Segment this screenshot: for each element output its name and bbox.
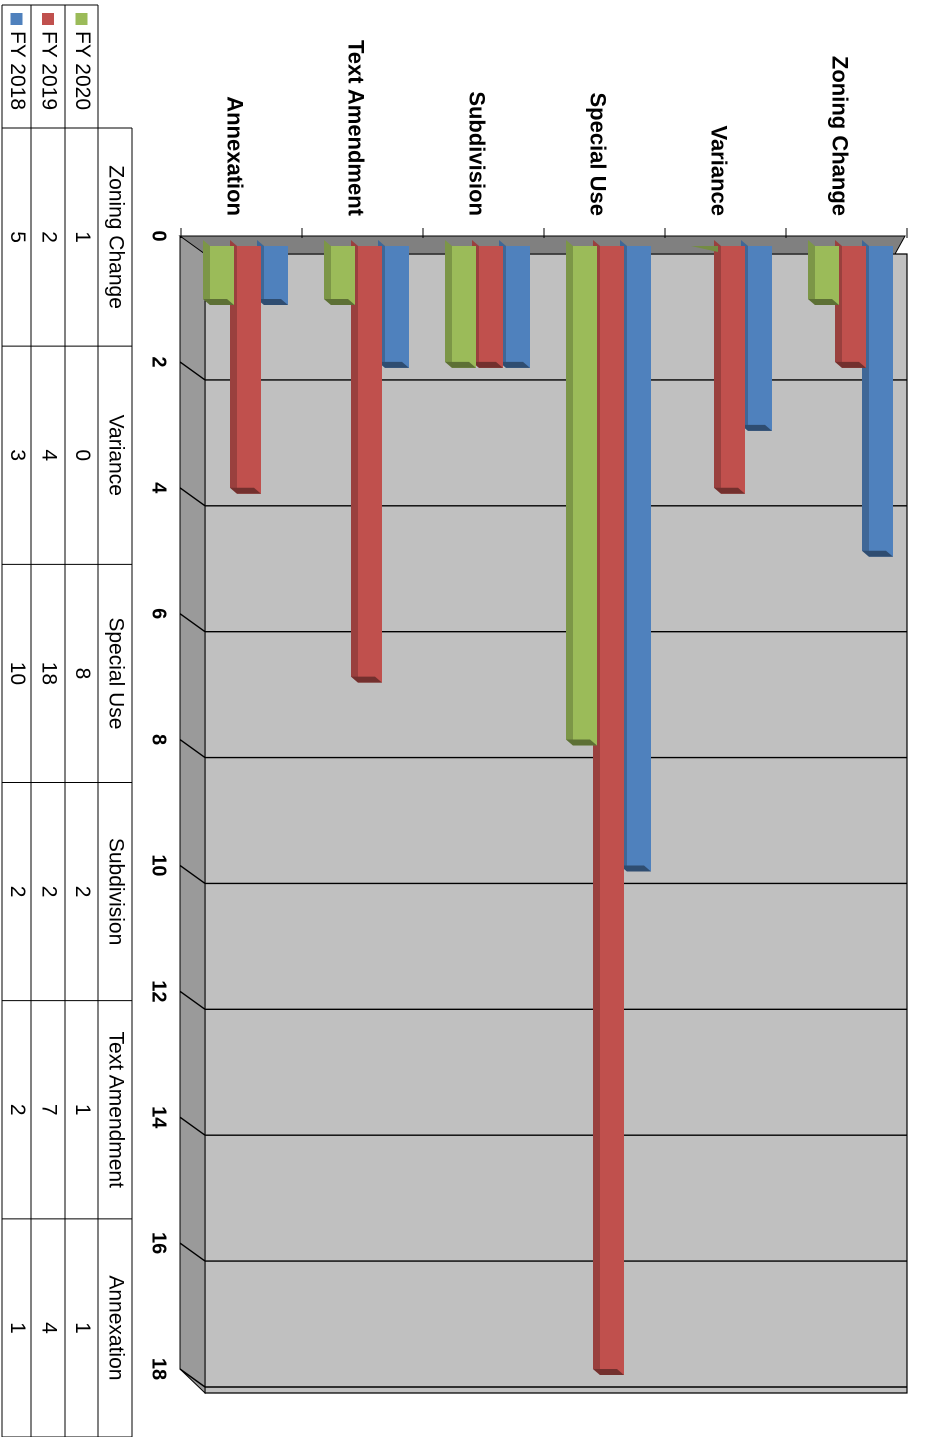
plot-side-wall [178, 235, 906, 255]
gridline [179, 864, 907, 885]
gridline [179, 990, 907, 1011]
y-tick-label: 12 [148, 980, 170, 1002]
gridline [179, 361, 907, 381]
legend-swatch [75, 13, 88, 25]
bar [593, 240, 624, 1375]
table-value-cell: 1 [71, 1104, 94, 1116]
bar [714, 240, 745, 494]
table-value-cell: 5 [6, 231, 29, 243]
gridline [179, 1116, 907, 1136]
table-value-cell: 2 [37, 886, 60, 898]
category-label: Zoning Change [828, 56, 853, 216]
y-tick-label: 8 [148, 734, 170, 745]
legend-entry: FY 2018 [6, 31, 29, 110]
gridline [179, 1242, 907, 1262]
gridline [179, 613, 907, 633]
table-header-cell: Special Use [104, 617, 127, 729]
table-value-cell: 4 [37, 1322, 60, 1334]
bar [472, 240, 503, 368]
chart-floor [178, 235, 908, 1395]
y-tick-label: 2 [148, 356, 170, 367]
y-tick-label: 18 [148, 1358, 170, 1380]
gridlines [179, 361, 907, 1388]
bar [741, 240, 772, 431]
table-value-cell: 1 [71, 231, 94, 243]
legend-swatch [42, 13, 54, 25]
plot-back-wall [204, 253, 908, 1394]
bars [203, 240, 893, 1375]
legend-entry: FY 2020 [71, 31, 94, 110]
legend-swatch [10, 13, 23, 25]
bar [620, 240, 651, 872]
y-tick-label: 14 [148, 1106, 170, 1129]
plot-floor [179, 235, 206, 1395]
bar [808, 240, 839, 305]
bar [203, 240, 234, 305]
table-header-cell: Text Amendment [104, 1032, 127, 1189]
y-axis-ticks: 0 2 4 6 8 10 12 14 16 18 [148, 230, 170, 1380]
category-labels: Zoning Change Variance Special Use Subdivis… [180, 40, 908, 238]
table-value-cell: 18 [37, 662, 60, 685]
category-label: Subdivision [465, 91, 490, 216]
bar [566, 240, 597, 746]
table-value-cell: 3 [6, 449, 29, 461]
gridline [179, 1368, 907, 1388]
y-tick-label: 4 [148, 482, 170, 494]
table-value-cell: 1 [6, 1322, 29, 1334]
table-value-cell: 4 [37, 449, 60, 461]
table-header-cell: Zoning Change [104, 165, 127, 309]
bar [257, 240, 288, 305]
table-value-cell: 7 [37, 1104, 60, 1116]
table-value-cell: 10 [6, 662, 29, 685]
table-header-cell: Annexation [104, 1275, 127, 1380]
bar [378, 240, 409, 368]
bar [351, 240, 382, 683]
table-value-cell: 2 [6, 886, 29, 898]
gridline [179, 738, 907, 759]
bar [324, 240, 355, 305]
y-tick-label: 10 [148, 854, 170, 876]
table-value-cell: 2 [71, 886, 94, 898]
table-value-cell: 2 [37, 231, 60, 243]
category-label: Special Use [586, 92, 611, 216]
category-label: Variance [707, 125, 732, 216]
y-tick-label: 6 [148, 608, 170, 619]
data-table: Zoning Change Variance Special Use Subdivis… [1, 4, 133, 1437]
bar [691, 246, 718, 252]
legend-entry: FY 2019 [37, 31, 60, 110]
table-header-cell: Variance [104, 415, 127, 496]
table-header-cell: Subdivision [104, 838, 127, 945]
table-value-cell: 0 [71, 449, 94, 461]
category-label: Annexation [223, 96, 248, 216]
y-tick-label: 0 [148, 230, 170, 241]
category-label: Text Amendment [344, 40, 369, 217]
table-value-cell: 1 [71, 1322, 94, 1334]
bar [835, 240, 866, 368]
bar [862, 240, 893, 557]
table-value-cell: 8 [71, 668, 94, 680]
bar [499, 240, 530, 368]
y-tick-label: 16 [148, 1232, 170, 1254]
gridline [179, 487, 907, 507]
bar [230, 240, 261, 494]
bar [445, 240, 476, 368]
table-value-cell: 2 [6, 1104, 29, 1116]
